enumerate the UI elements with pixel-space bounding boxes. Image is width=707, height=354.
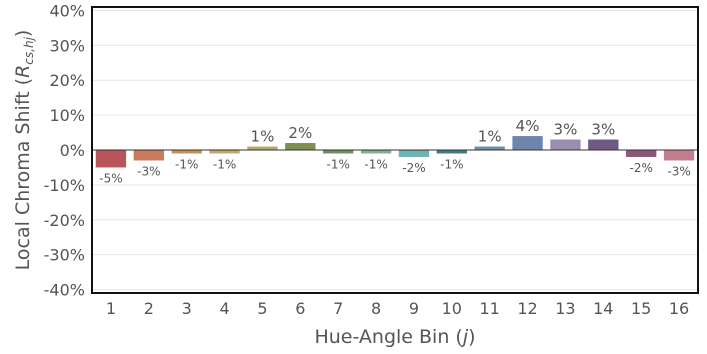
y-tick-label: -40% [44,281,85,300]
y-tick-label: 20% [49,71,85,90]
data-label: 3% [591,121,615,139]
bar [474,146,505,150]
data-label: -2% [402,161,425,175]
data-label: -1% [440,157,463,171]
x-tick-label: 8 [371,299,381,318]
x-tick-label: 3 [182,299,192,318]
y-tick-label: 0% [60,141,85,160]
x-tick-label: 4 [219,299,229,318]
data-labels: -5% -3% -1% -1%1% 2%-1% -1% -2% -1%1%4% 3% 3%-2% -… [99,117,691,185]
y-axis-title: Local Chroma Shift (Rcs,hj) [12,30,36,271]
x-tick-label: 5 [257,299,267,318]
x-tick-label: 10 [442,299,462,318]
bar [663,150,695,161]
data-label: 3% [554,121,578,139]
y-tick-label: 40% [49,1,85,20]
plot-frame [91,6,699,294]
bar [133,150,164,161]
bar [626,150,657,157]
bar [209,150,240,154]
data-label: -1% [175,157,198,171]
bar [398,150,430,157]
x-tick-label: 14 [593,299,613,318]
data-label: 1% [251,128,275,146]
x-tick-label: 13 [555,299,575,318]
y-tick-label: 10% [49,106,85,125]
x-tick-label: 12 [517,299,537,318]
grid [92,9,698,291]
x-tick-label: 11 [480,299,500,318]
data-label: -1% [213,157,236,171]
bar [436,150,467,154]
data-label: -1% [364,157,387,171]
data-label: 2% [288,124,312,142]
bar [588,139,619,150]
data-label: -1% [327,157,350,171]
y-tick-label: 30% [49,36,85,55]
x-axis-ticks: 1 2 3 4 5 6 7 8 9 10 11 12 13 14 15 16 [106,299,689,318]
x-tick-label: 2 [144,299,154,318]
bars [95,136,695,168]
data-label: 1% [478,128,502,146]
x-tick-label: 7 [333,299,343,318]
x-tick-label: 16 [669,299,689,318]
x-axis-title: Hue-Angle Bin (j) [314,326,475,348]
y-tick-label: -20% [44,211,85,230]
data-label: -5% [99,171,122,185]
data-label: -3% [137,164,160,178]
bar [550,139,581,150]
bar [247,146,278,150]
x-tick-label: 15 [631,299,651,318]
y-tick-label: -10% [44,176,85,195]
bar [95,150,127,168]
y-axis-ticks: -40% -30% -20% -10% 0% 10% 20% 30% 40% [44,1,85,299]
bar [285,143,316,150]
x-tick-label: 1 [106,299,116,318]
bar [171,150,202,154]
bar [323,150,354,154]
y-tick-label: -30% [44,246,85,265]
bar [360,150,392,154]
x-tick-label: 9 [409,299,419,318]
bar [512,136,543,150]
data-label: 4% [516,117,540,135]
x-tick-label: 6 [295,299,305,318]
data-label: -2% [630,161,653,175]
data-label: -3% [667,164,690,178]
